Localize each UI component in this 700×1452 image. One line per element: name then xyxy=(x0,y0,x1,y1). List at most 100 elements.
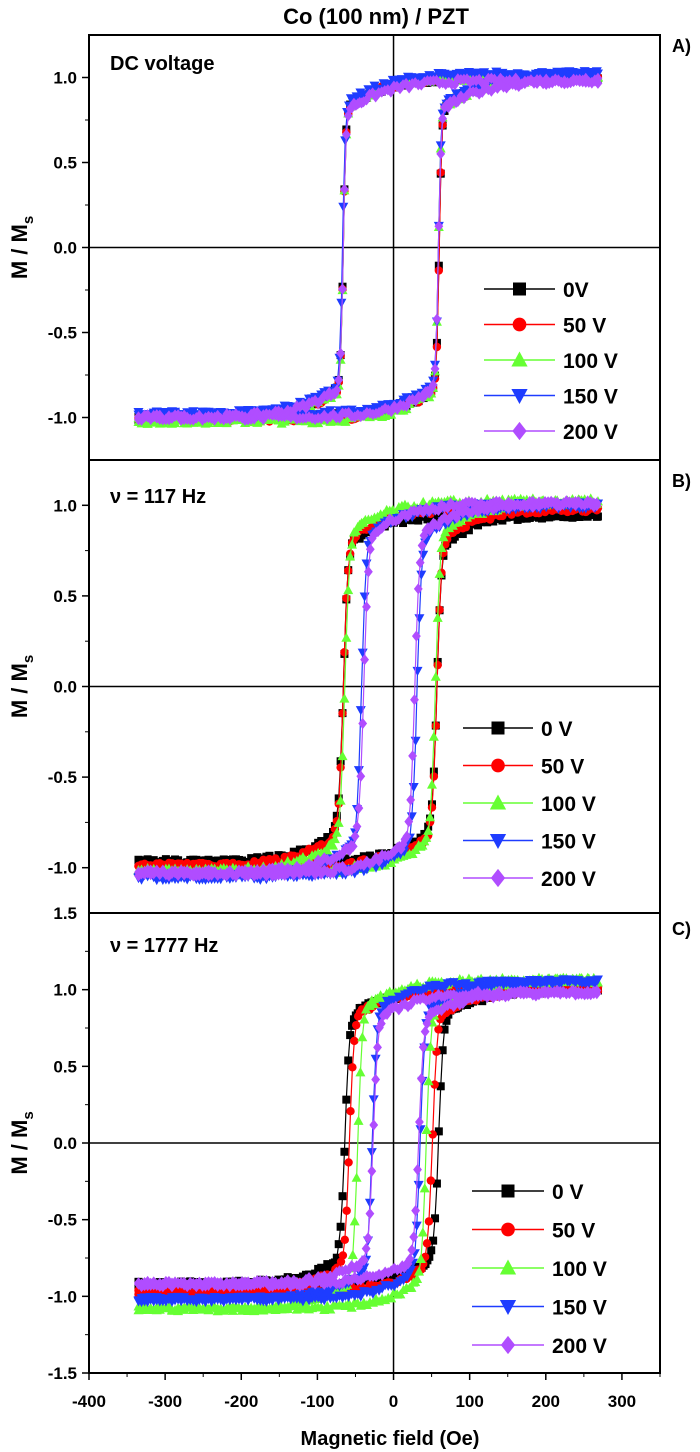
legend-item: 0 V xyxy=(463,718,573,741)
marker-diamond xyxy=(418,1041,428,1053)
marker-circle xyxy=(501,1222,515,1237)
curve-branch-up xyxy=(138,499,599,876)
legend-item: 150 V xyxy=(484,386,618,409)
y-tick-label: 1.5 xyxy=(53,904,77,923)
marker-diamond xyxy=(415,1116,424,1128)
marker-diamond xyxy=(360,654,370,666)
marker-square xyxy=(513,282,526,296)
marker-triangle-down xyxy=(340,136,351,146)
marker-circle xyxy=(427,803,437,812)
marker-diamond xyxy=(371,1073,381,1086)
marker-square xyxy=(592,512,601,521)
marker-square xyxy=(442,1016,451,1025)
marker-diamond xyxy=(418,506,428,518)
y-axis-label-main: M / M xyxy=(7,1120,32,1175)
marker-diamond xyxy=(396,843,406,855)
marker-square xyxy=(501,1184,515,1198)
marker-square xyxy=(574,512,583,521)
legend-item: 50 V xyxy=(472,1220,595,1243)
marker-diamond xyxy=(408,750,417,762)
marker-triangle-up xyxy=(412,1273,423,1283)
marker-diamond xyxy=(354,1261,363,1273)
marker-diamond xyxy=(328,408,338,420)
marker-diamond xyxy=(364,566,373,578)
marker-diamond xyxy=(488,992,498,1004)
marker-diamond xyxy=(438,113,448,125)
marker-diamond xyxy=(428,379,438,391)
marker-diamond xyxy=(255,410,265,422)
marker-diamond xyxy=(419,391,429,403)
marker-triangle-up xyxy=(421,1124,432,1135)
marker-diamond xyxy=(325,1277,335,1289)
marker-diamond xyxy=(373,1041,382,1053)
marker-diamond xyxy=(265,866,274,878)
marker-triangle-up xyxy=(322,845,333,855)
x-tick-label: 300 xyxy=(608,1392,636,1411)
marker-diamond xyxy=(461,504,471,516)
marker-circle xyxy=(352,1020,361,1030)
marker-square xyxy=(346,1031,355,1040)
marker-triangle-up xyxy=(331,827,342,837)
marker-triangle-up xyxy=(499,1259,517,1275)
marker-diamond xyxy=(391,515,401,527)
x-tick-label: 100 xyxy=(455,1392,483,1411)
curve-branch-down xyxy=(138,978,598,1303)
marker-diamond xyxy=(367,1165,377,1177)
x-axis-label: Magnetic field (Oe) xyxy=(301,1428,480,1450)
marker-circle xyxy=(336,763,345,772)
y-tick-label: 0.0 xyxy=(53,1134,77,1153)
y-tick-label: 0.0 xyxy=(53,678,77,697)
x-tick-label: -400 xyxy=(72,1392,106,1411)
marker-diamond xyxy=(356,1274,366,1286)
legend-item: 200 V xyxy=(472,1335,607,1358)
curve-branch-up xyxy=(138,71,598,418)
marker-diamond xyxy=(359,1254,369,1266)
curve-branch-up xyxy=(138,978,599,1303)
marker-diamond xyxy=(316,394,326,406)
marker-diamond xyxy=(149,1276,159,1288)
marker-square xyxy=(568,513,577,522)
marker-triangle-up xyxy=(386,1293,397,1303)
marker-diamond xyxy=(424,994,434,1006)
series-150v xyxy=(133,498,603,886)
y-axis-label-subscript: s xyxy=(20,1111,37,1119)
marker-triangle-down xyxy=(489,834,507,849)
y-tick-label: 0.5 xyxy=(53,154,77,173)
marker-triangle-up xyxy=(511,351,528,367)
marker-diamond xyxy=(427,502,437,514)
curve-branch-down xyxy=(138,77,599,422)
marker-square xyxy=(427,1246,436,1255)
marker-triangle-up xyxy=(423,825,434,835)
marker-triangle-down xyxy=(592,975,603,985)
marker-square xyxy=(334,1240,343,1249)
marker-square xyxy=(516,514,525,523)
marker-diamond xyxy=(225,413,235,425)
marker-diamond xyxy=(490,868,506,888)
marker-circle xyxy=(350,1036,359,1046)
y-tick-label: 1.0 xyxy=(53,496,77,515)
curve-branch-down xyxy=(138,73,599,423)
marker-square xyxy=(436,1082,445,1091)
marker-diamond xyxy=(417,539,427,552)
marker-square xyxy=(311,1269,320,1278)
marker-square xyxy=(348,1021,357,1030)
marker-diamond xyxy=(413,1164,422,1176)
marker-triangle-up xyxy=(425,812,436,822)
marker-diamond xyxy=(519,498,529,510)
marker-triangle-down xyxy=(415,1125,426,1135)
marker-circle xyxy=(429,772,439,781)
y-axis-label-subscript: s xyxy=(20,655,37,663)
marker-diamond xyxy=(316,413,326,425)
legend-item: 100 V xyxy=(463,793,596,816)
marker-triangle-down xyxy=(416,570,427,580)
marker-diamond xyxy=(418,992,428,1004)
marker-circle xyxy=(431,721,440,730)
marker-diamond xyxy=(374,855,384,867)
marker-triangle-down xyxy=(412,666,423,677)
marker-diamond xyxy=(170,1276,180,1288)
marker-circle xyxy=(435,605,444,615)
x-tick-label: -200 xyxy=(224,1392,258,1411)
marker-circle xyxy=(433,660,442,670)
marker-diamond xyxy=(404,82,414,94)
